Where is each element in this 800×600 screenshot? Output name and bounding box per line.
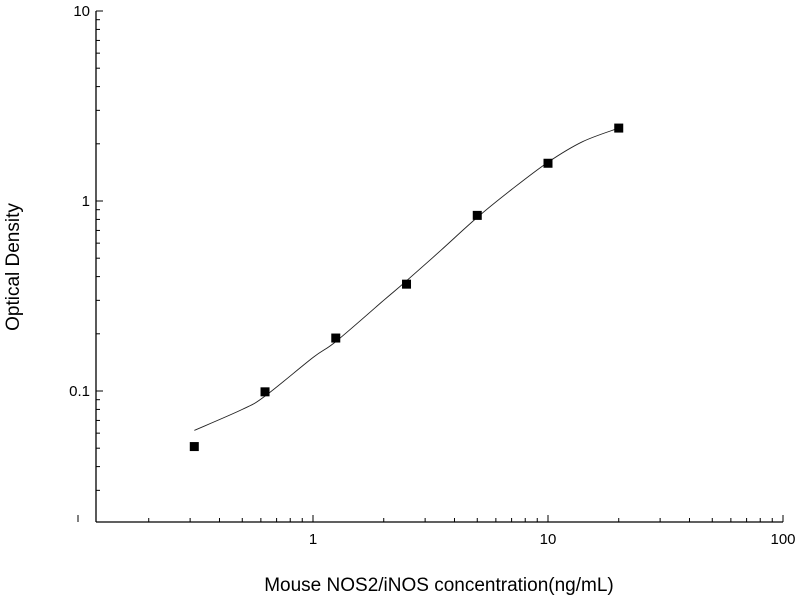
y-tick-label: 0.1	[69, 383, 90, 400]
y-tick-label: 10	[73, 3, 90, 20]
x-axis-title: Mouse NOS2/iNOS concentration(ng/mL)	[264, 575, 614, 596]
tick-labels: 1 10 100 0.1 1 10	[69, 3, 795, 548]
data-point	[472, 210, 482, 220]
data-point	[402, 279, 412, 289]
y-tick-label: 1	[82, 193, 90, 210]
data-point	[260, 387, 270, 397]
y-axis-title: Optical Density	[3, 203, 24, 331]
fit-curve	[194, 127, 619, 431]
data-point	[331, 333, 341, 343]
ticks	[77, 10, 784, 522]
data-point	[614, 123, 624, 133]
x-tick-label: 100	[770, 531, 795, 548]
x-tick-label: 10	[540, 531, 557, 548]
data-point	[543, 158, 553, 168]
axes	[95, 11, 783, 523]
data-point	[189, 442, 199, 452]
data-points	[189, 123, 624, 452]
x-tick-label: 1	[309, 531, 317, 548]
